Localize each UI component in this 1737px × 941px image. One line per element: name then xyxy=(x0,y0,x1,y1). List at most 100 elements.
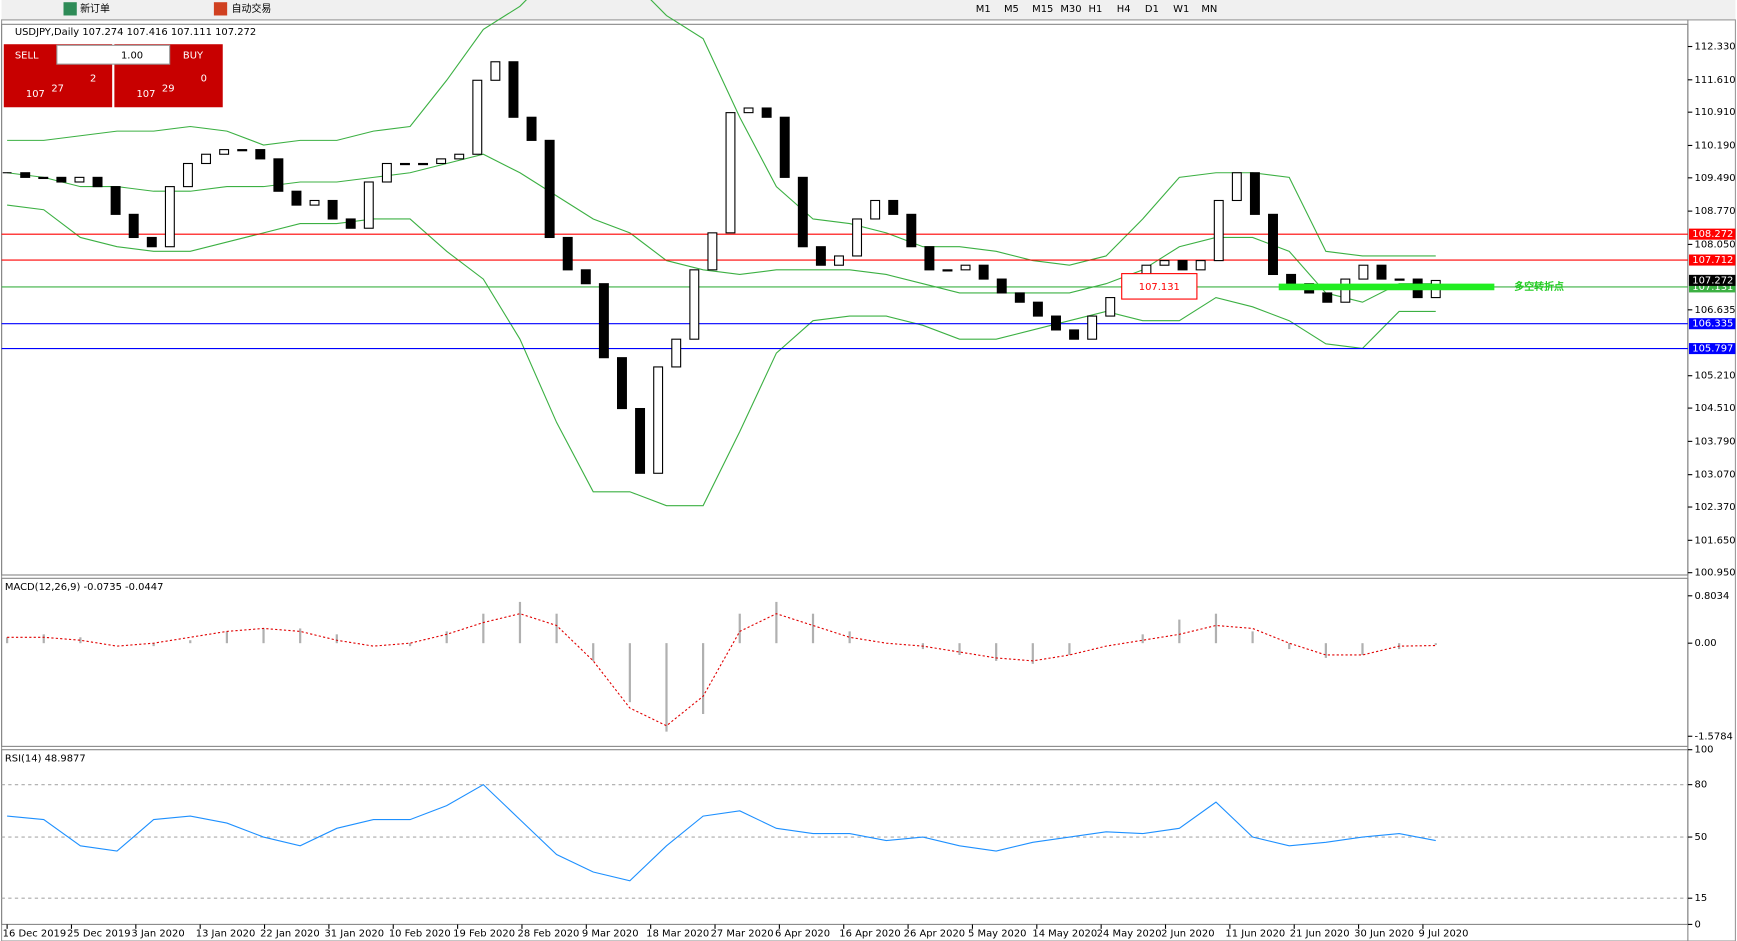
candle xyxy=(1159,260,1170,266)
price-tag-label: 107.131 xyxy=(1692,282,1733,293)
candle xyxy=(1231,172,1242,202)
timeframe-button[interactable]: W1 xyxy=(1173,4,1189,15)
y-tick-label: 108.770 xyxy=(1695,206,1736,217)
candle xyxy=(309,199,320,206)
candle xyxy=(978,264,989,280)
candle xyxy=(1014,292,1025,303)
new-order-button[interactable]: 新订单 xyxy=(80,2,110,15)
lot-value[interactable]: 1.00 xyxy=(121,50,143,61)
chart-title: USDJPY,Daily 107.274 107.416 107.111 107… xyxy=(15,27,256,38)
candle xyxy=(942,269,953,272)
x-tick-label: 9 Jul 2020 xyxy=(1419,928,1469,939)
rsi-title: RSI(14) 48.9877 xyxy=(5,754,86,765)
x-tick-label: 14 May 2020 xyxy=(1032,928,1097,939)
candle xyxy=(906,213,917,248)
toolbar xyxy=(1,0,1736,20)
candle xyxy=(580,269,591,285)
timeframe-button[interactable]: MN xyxy=(1201,4,1217,15)
candle xyxy=(526,116,537,141)
sell-price-main: 27 xyxy=(51,83,64,94)
turning-point-note: 多空转折点 xyxy=(1514,280,1564,293)
y-tick-label: 0 xyxy=(1695,919,1701,930)
y-tick-label: 80 xyxy=(1695,780,1708,791)
y-tick-label: 50 xyxy=(1695,832,1708,843)
candle xyxy=(38,176,49,180)
candle xyxy=(508,61,519,118)
bollinger-band xyxy=(7,0,1436,266)
y-tick-label: 108.050 xyxy=(1695,239,1736,250)
y-tick-label: 110.910 xyxy=(1695,107,1736,118)
candle xyxy=(1394,278,1405,281)
rsi-line xyxy=(7,783,1436,882)
x-tick-label: 10 Feb 2020 xyxy=(389,928,451,939)
new-order-icon[interactable] xyxy=(63,2,77,16)
bollinger-band xyxy=(7,204,1436,507)
y-tick-label: 103.070 xyxy=(1695,470,1736,481)
candle xyxy=(635,407,646,474)
candle xyxy=(182,162,193,188)
candle xyxy=(924,246,935,271)
candle xyxy=(291,190,302,206)
candle xyxy=(1249,172,1260,215)
buy-label[interactable]: BUY xyxy=(183,50,204,61)
candle xyxy=(146,236,157,248)
candle xyxy=(255,149,266,160)
macd-title: MACD(12,26,9) -0.0735 -0.0447 xyxy=(5,582,164,593)
price-tag-label: 105.797 xyxy=(1692,344,1733,355)
candle xyxy=(92,176,103,188)
panel-frame xyxy=(1,577,1689,747)
macd-signal xyxy=(7,613,1436,727)
lot-input[interactable] xyxy=(56,44,171,65)
x-tick-label: 9 Mar 2020 xyxy=(582,928,639,939)
timeframe-button[interactable]: M30 xyxy=(1060,4,1081,15)
candle xyxy=(761,107,772,118)
sell-label[interactable]: SELL xyxy=(15,50,39,61)
candle xyxy=(128,213,139,239)
y-tick-label: 109.490 xyxy=(1695,173,1736,184)
price-tag xyxy=(1688,343,1736,355)
x-tick-label: 16 Dec 2019 xyxy=(3,928,66,939)
candle xyxy=(996,278,1007,294)
candle xyxy=(1105,297,1116,317)
buy-price-sup: 0 xyxy=(201,74,207,85)
candle xyxy=(1069,329,1080,340)
buy-price-big: 107 xyxy=(136,89,155,100)
timeframe-button[interactable]: H4 xyxy=(1117,4,1131,15)
y-tick-label: 105.210 xyxy=(1695,371,1736,382)
candle xyxy=(960,264,971,271)
y-tick-label: 0.8034 xyxy=(1695,591,1730,602)
timeframe-button[interactable]: M1 xyxy=(976,4,991,15)
annotation-label: 107.131 xyxy=(1139,282,1180,293)
candle xyxy=(671,338,682,368)
candle xyxy=(815,246,826,266)
candle xyxy=(725,112,736,234)
timeframe-button[interactable]: H1 xyxy=(1089,4,1103,15)
candle xyxy=(219,149,230,155)
candle xyxy=(653,366,664,474)
candle xyxy=(1195,260,1206,271)
candle xyxy=(1340,278,1351,303)
y-tick-label: 106.635 xyxy=(1695,305,1736,316)
buy-price-main: 29 xyxy=(162,83,175,94)
y-tick-label: 111.610 xyxy=(1695,75,1736,86)
y-tick-label: 100 xyxy=(1695,745,1714,756)
timeframe-button[interactable]: D1 xyxy=(1145,4,1159,15)
x-tick-label: 19 Feb 2020 xyxy=(453,928,515,939)
candle xyxy=(164,186,175,248)
y-tick-label: 104.510 xyxy=(1695,403,1736,414)
y-tick-label: 110.190 xyxy=(1695,140,1736,151)
x-tick-label: 31 Jan 2020 xyxy=(324,928,384,939)
candle xyxy=(1087,315,1098,340)
candle xyxy=(237,149,248,152)
candle xyxy=(1358,264,1369,280)
x-tick-label: 11 Jun 2020 xyxy=(1225,928,1285,939)
y-tick-label: 101.650 xyxy=(1695,535,1736,546)
candle xyxy=(20,172,31,178)
timeframe-button[interactable]: M5 xyxy=(1004,4,1019,15)
y-tick-label: 103.790 xyxy=(1695,436,1736,447)
auto-trading-button[interactable]: 自动交易 xyxy=(232,2,272,15)
candle xyxy=(1213,199,1224,262)
y-tick-label: 15 xyxy=(1695,893,1708,904)
timeframe-button[interactable]: M15 xyxy=(1032,4,1053,15)
auto-trading-icon[interactable] xyxy=(213,2,228,16)
